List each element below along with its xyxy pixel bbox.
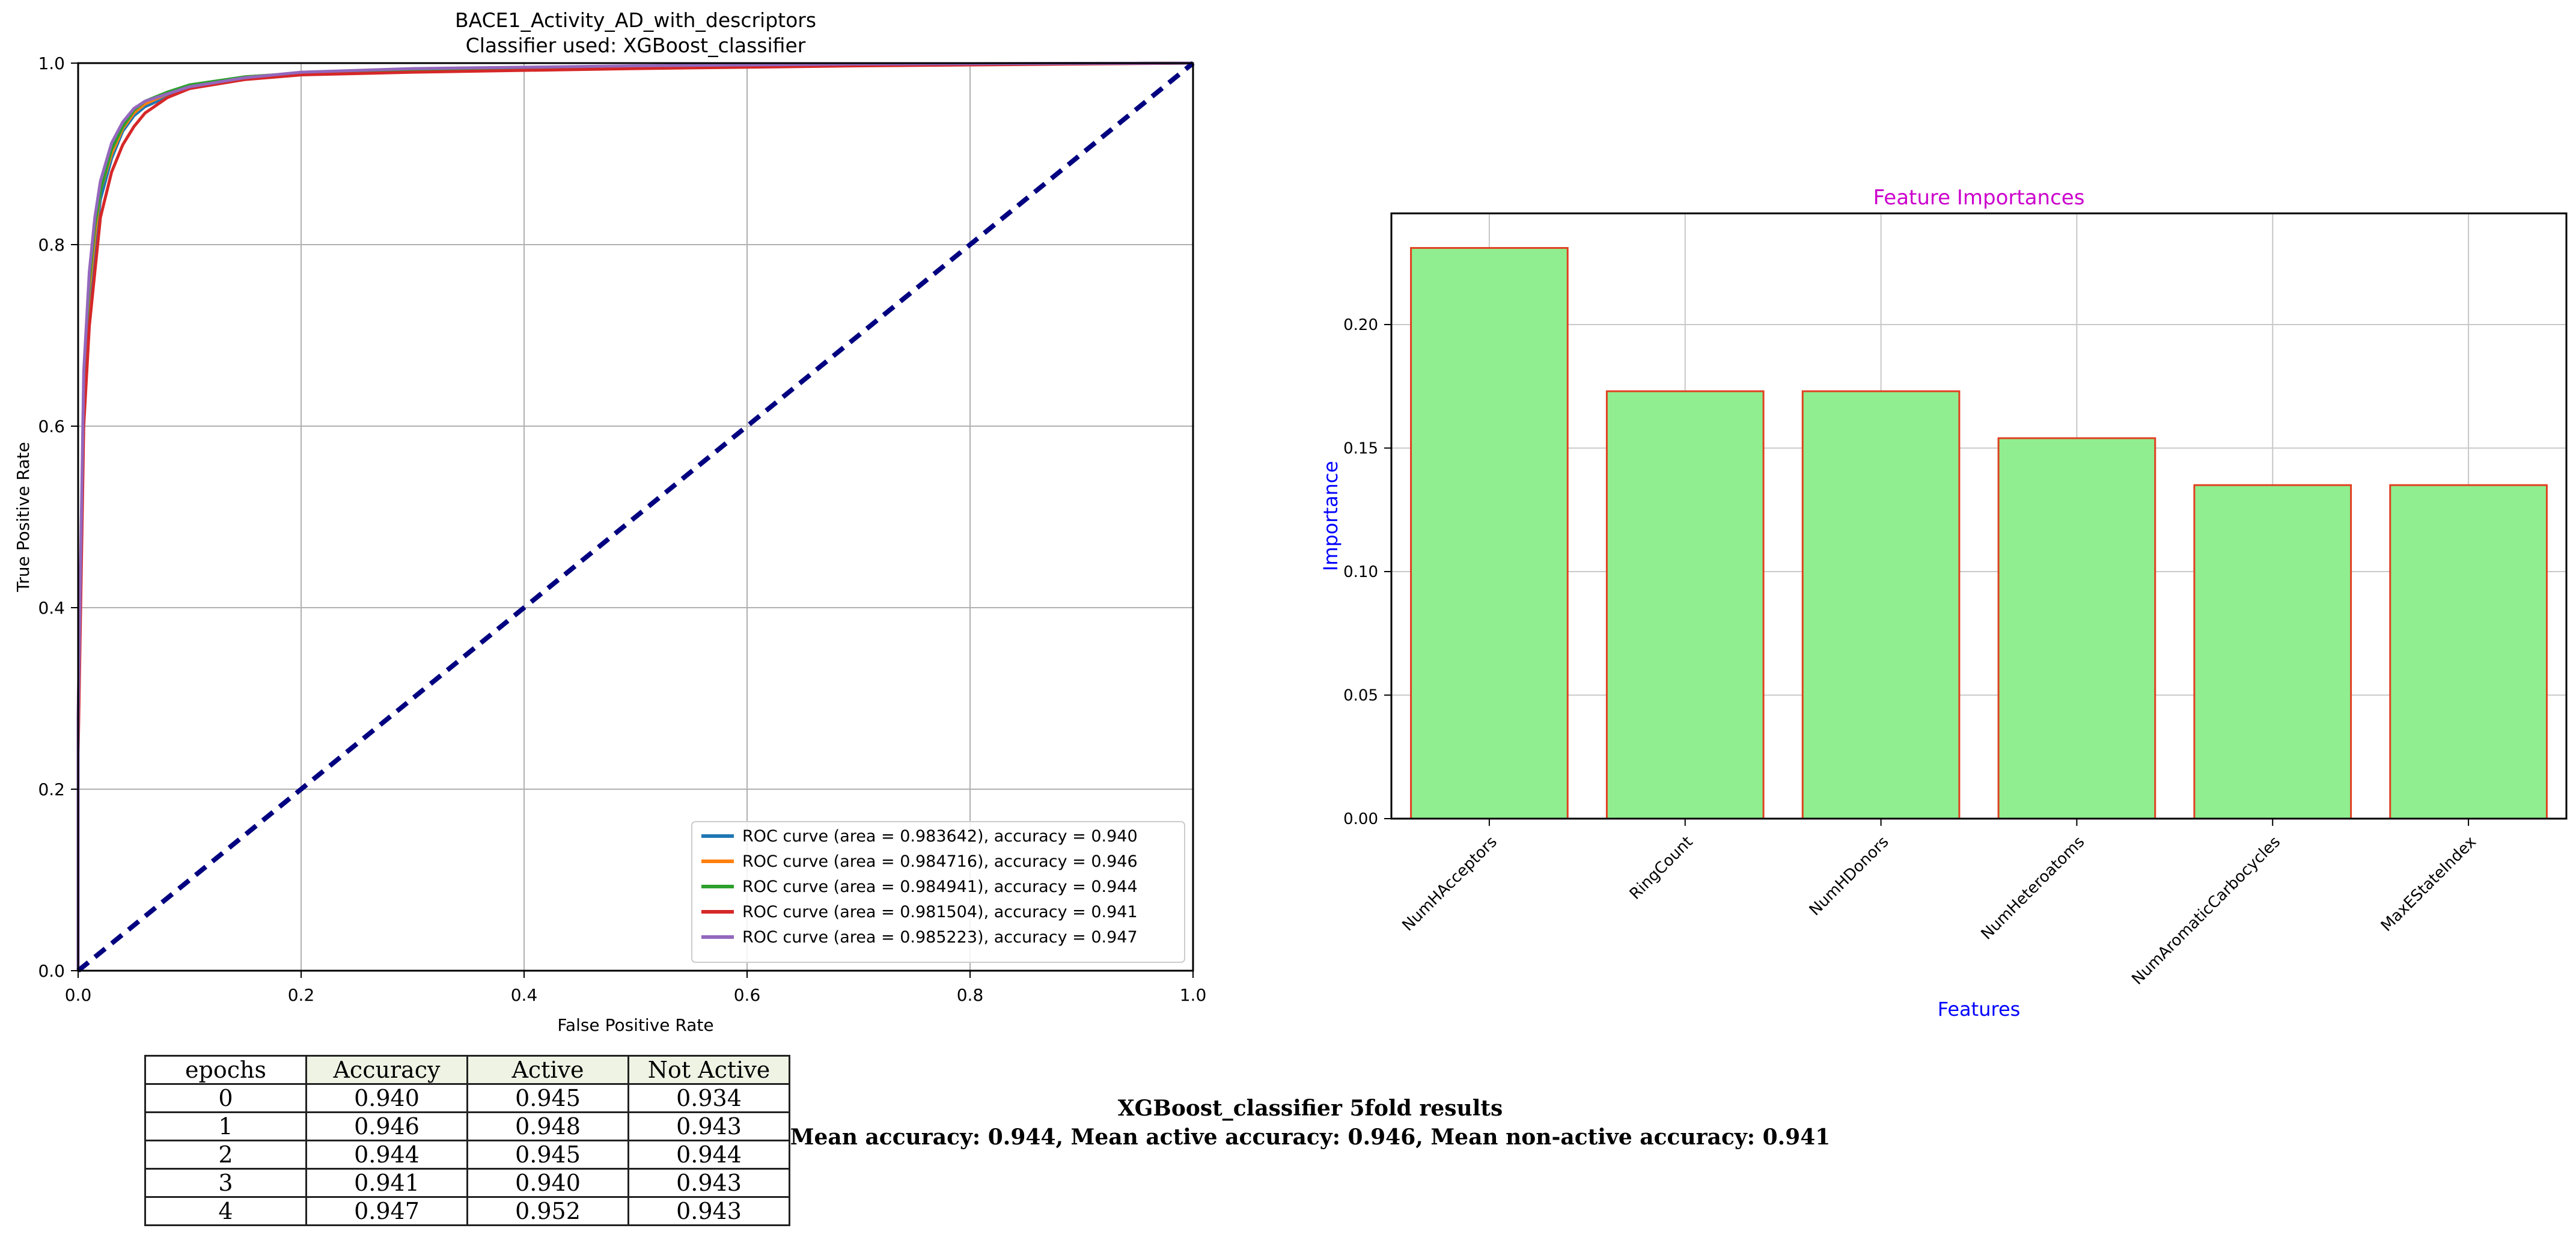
plot-frame [1390, 212, 2568, 820]
summary-means: Mean accuracy: 0.944, Mean active accura… [790, 1125, 1831, 1150]
results-table: epochs Accuracy Active Not Active 0 0.94… [144, 1055, 790, 1226]
y-tick-label: 0.05 [1343, 686, 1378, 704]
legend-box [691, 821, 1185, 963]
x-tick-label: 0.8 [957, 985, 984, 1005]
legend-entry: ROC curve (area = 0.984716), accuracy = … [742, 852, 1138, 871]
x-axis-label: Features [1938, 998, 2021, 1021]
cell-not-active: 0.944 [627, 1140, 790, 1170]
cell-active: 0.948 [466, 1111, 629, 1141]
x-tick-label: NumHAcceptors [1399, 833, 1500, 935]
cell-epoch: 4 [144, 1196, 307, 1226]
legend-entry: ROC curve (area = 0.983642), accuracy = … [742, 827, 1138, 846]
y-tick-label: 0.4 [38, 598, 65, 618]
cell-accuracy: 0.944 [305, 1140, 468, 1170]
cell-accuracy: 0.940 [305, 1083, 468, 1113]
header-epochs: epochs [144, 1055, 307, 1085]
x-tick-label: 1.0 [1180, 985, 1207, 1005]
cell-not-active: 0.943 [627, 1196, 790, 1226]
y-tick-label: 0.6 [38, 417, 65, 436]
y-tick-label: 0.10 [1343, 563, 1378, 581]
x-tick-label: 0.0 [65, 985, 92, 1005]
importance-bar [2193, 484, 2352, 820]
table-row: 4 0.947 0.952 0.943 [144, 1196, 790, 1226]
header-accuracy: Accuracy [305, 1055, 468, 1085]
legend-entry: ROC curve (area = 0.984941), accuracy = … [742, 878, 1138, 896]
table-row: 3 0.941 0.940 0.943 [144, 1168, 790, 1198]
cell-accuracy: 0.946 [305, 1111, 468, 1141]
y-tick-label: 0.8 [38, 235, 65, 255]
table-row: 2 0.944 0.945 0.944 [144, 1140, 790, 1170]
x-tick-label: 0.4 [511, 985, 538, 1005]
chance-diagonal-line [76, 61, 1195, 973]
table-row: 0 0.940 0.945 0.934 [144, 1083, 790, 1113]
x-tick-label: NumHDonors [1806, 833, 1893, 920]
cell-not-active: 0.934 [627, 1083, 790, 1113]
cell-epoch: 1 [144, 1111, 307, 1141]
y-axis-label: Importance [1319, 461, 1342, 571]
cell-epoch: 3 [144, 1168, 307, 1198]
y-tick-label: 1.0 [38, 53, 65, 73]
table-header-row: epochs Accuracy Active Not Active [144, 1055, 790, 1085]
cell-active: 0.940 [466, 1168, 629, 1198]
feature-importance-chart: 0.00 0.05 0.10 0.15 0.20 NumHAcceptors RingCou… [1319, 186, 2568, 1021]
importance-bar [1801, 390, 1961, 820]
cell-accuracy: 0.941 [305, 1168, 468, 1198]
cell-active: 0.945 [466, 1140, 629, 1170]
results-summary: XGBoost_classifier 5fold results Mean ac… [775, 1094, 1845, 1152]
x-axis-label: False Positive Rate [557, 1015, 713, 1034]
x-tick-label: NumAromaticCarbocycles [2128, 833, 2284, 989]
header-active: Active [466, 1055, 629, 1085]
cell-not-active: 0.943 [627, 1168, 790, 1198]
table-row: 1 0.946 0.948 0.943 [144, 1111, 790, 1141]
y-tick-label: 0.15 [1343, 439, 1378, 457]
x-tick-label: MaxEStateIndex [2378, 833, 2480, 935]
x-tick-label: 0.2 [288, 985, 315, 1005]
summary-title: XGBoost_classifier 5fold results [1117, 1096, 1503, 1121]
cell-not-active: 0.943 [627, 1111, 790, 1141]
importance-bar [1605, 390, 1765, 820]
cell-active: 0.945 [466, 1083, 629, 1113]
y-tick-label: 0.00 [1343, 810, 1378, 828]
x-tick-label: NumHeteroatoms [1978, 833, 2089, 944]
roc-series-line [76, 61, 1194, 971]
cell-epoch: 0 [144, 1083, 307, 1113]
importance-bar [2389, 484, 2548, 820]
chart-subtitle: Classifier used: XGBoost_classifier [466, 34, 806, 57]
importance-bar [1997, 437, 2156, 820]
x-tick-label: 0.6 [734, 985, 761, 1005]
legend-entry: ROC curve (area = 0.981504), accuracy = … [742, 903, 1138, 921]
legend-entry: ROC curve (area = 0.985223), accuracy = … [742, 928, 1138, 947]
y-tick-label: 0.2 [38, 780, 65, 799]
y-tick-label: 0.0 [38, 961, 65, 981]
cell-active: 0.952 [466, 1196, 629, 1226]
cell-accuracy: 0.947 [305, 1196, 468, 1226]
chart-title: Feature Importances [1873, 186, 2085, 210]
y-axis-label: True Positive Rate [13, 442, 33, 592]
header-not-active: Not Active [627, 1055, 790, 1085]
x-tick-label: RingCount [1626, 833, 1697, 903]
roc-series-line [76, 61, 1194, 971]
roc-chart: 0.0 0.2 0.4 0.6 0.8 1.0 0.0 0.2 0.4 0.6 0.8 1.0 BACE… [13, 8, 1207, 1034]
cell-epoch: 2 [144, 1140, 307, 1170]
plot-frame [77, 62, 1194, 972]
importance-bar [1410, 247, 1569, 820]
y-tick-label: 0.20 [1343, 316, 1378, 334]
chart-title: BACE1_Activity_AD_with_descriptors [455, 8, 816, 32]
